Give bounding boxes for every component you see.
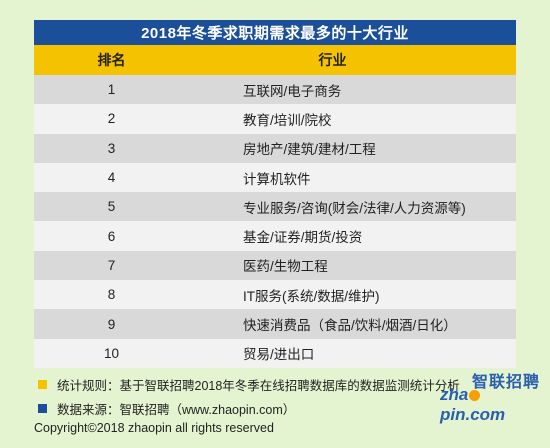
- rank-cell: 5: [107, 199, 116, 215]
- table-row: 5 专业服务/咨询(财会/法律/人力资源等): [34, 192, 516, 222]
- industry-cell: 基金/证券/期货/投资: [243, 230, 363, 246]
- table-row: 8 IT服务(系统/数据/维护): [34, 280, 516, 310]
- table-row: 3 房地产/建筑/建材/工程: [34, 133, 516, 163]
- rank-cell: 8: [107, 287, 116, 303]
- header-industry: 行业: [318, 52, 347, 68]
- zhaopin-logo: 智联招聘 zhapin.com: [440, 368, 540, 424]
- industry-cell: IT服务(系统/数据/维护): [243, 288, 380, 304]
- logo-en: zhapin.com: [440, 385, 536, 425]
- table-header: 排名 行业: [34, 45, 516, 75]
- rank-cell: 10: [103, 345, 120, 361]
- notes: 统计规则：基于智联招聘2018年冬季在线招聘数据库的数据监测统计分析 数据来源：…: [38, 373, 460, 421]
- rank-cell: 6: [107, 228, 116, 244]
- table-row: 10 贸易/进出口: [34, 338, 516, 368]
- industry-cell: 互联网/电子商务: [243, 83, 342, 99]
- note-rule-text: 统计规则：基于智联招聘2018年冬季在线招聘数据库的数据监测统计分析: [57, 378, 460, 393]
- table-row: 4 计算机软件: [34, 162, 516, 193]
- table-body: 1 互联网/电子商务 2 教育/培训/院校 3 房地产/建筑/建材/工程 4 计算机软件 5 专业…: [34, 75, 516, 368]
- note-source: 数据来源：智联招聘（www.zhaopin.com）: [38, 397, 460, 419]
- blue-bullet-icon: [38, 403, 47, 413]
- industry-cell: 医药/生物工程: [243, 259, 328, 275]
- logo-en-a: zha: [440, 385, 469, 404]
- rank-cell: 3: [107, 140, 116, 156]
- industry-cell: 贸易/进出口: [243, 347, 315, 363]
- note-source-text: 数据来源：智联招聘（www.zhaopin.com）: [57, 402, 296, 417]
- industry-cell: 专业服务/咨询(财会/法律/人力资源等): [243, 200, 466, 216]
- logo-cn: 智联招聘: [471, 374, 540, 391]
- table-row: 9 快速消费品（食品/饮料/烟酒/日化）: [34, 309, 516, 339]
- rank-cell: 4: [107, 170, 116, 186]
- table-row: 7 医药/生物工程: [34, 250, 516, 281]
- table-row: 1 互联网/电子商务: [34, 75, 516, 105]
- logo-dot-icon: [469, 390, 481, 402]
- copyright: Copyright©2018 zhaopin all rights reserv…: [34, 421, 274, 435]
- note-rule: 统计规则：基于智联招聘2018年冬季在线招聘数据库的数据监测统计分析: [38, 373, 460, 395]
- logo-en-b: pin.com: [440, 405, 506, 424]
- rank-cell: 7: [107, 257, 116, 273]
- industry-cell: 房地产/建筑/建材/工程: [243, 142, 376, 158]
- industry-table: 2018年冬季求职期需求最多的十大行业 排名 行业 1 互联网/电子商务 2 教育/培…: [34, 20, 516, 368]
- rank-cell: 9: [107, 316, 116, 332]
- yellow-bullet-icon: [38, 379, 47, 389]
- industry-cell: 计算机软件: [243, 171, 311, 187]
- table-row: 6 基金/证券/期货/投资: [34, 221, 516, 251]
- industry-cell: 快速消费品（食品/饮料/烟酒/日化）: [243, 318, 457, 334]
- industry-cell: 教育/培训/院校: [243, 112, 332, 128]
- rank-cell: 2: [107, 111, 116, 127]
- rank-cell: 1: [107, 82, 116, 98]
- header-rank: 排名: [97, 52, 126, 68]
- table-row: 2 教育/培训/院校: [34, 104, 516, 134]
- table-title: 2018年冬季求职期需求最多的十大行业: [34, 20, 516, 45]
